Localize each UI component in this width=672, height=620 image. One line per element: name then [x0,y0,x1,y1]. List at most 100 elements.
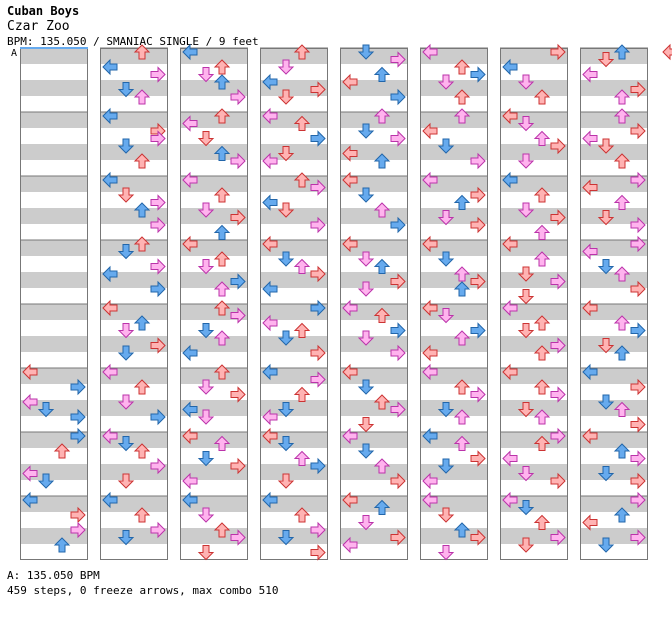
arrow-up-icon [213,522,231,538]
arrow-left-icon [182,115,198,132]
arrow-up-icon [213,59,231,75]
arrow-left-icon [262,194,278,211]
arrow-down-icon [277,251,295,267]
measure-stripe [180,144,248,160]
arrow-left-icon [102,265,118,283]
measure-stripe [260,144,328,160]
arrow-right-icon [550,43,566,61]
arrow-up-icon [213,300,231,316]
arrow-up-icon [133,507,151,523]
arrow-left-icon [502,450,518,467]
arrow-down-icon [517,74,535,90]
arrow-left-icon [182,472,198,490]
arrow-down-icon [117,138,135,154]
arrow-right-icon [70,378,86,396]
arrow-up-icon [453,59,471,75]
arrow-up-icon [213,108,231,124]
arrow-down-icon [357,44,375,60]
arrow-up-icon [533,251,551,267]
arrow-down-icon [517,537,535,553]
arrow-down-icon [517,153,535,169]
arrow-up-icon [373,258,391,274]
arrow-right-icon [390,344,406,362]
arrow-down-icon [597,537,615,553]
arrow-left-icon [262,235,278,253]
arrow-down-icon [197,67,215,83]
measure-stripe [580,208,648,224]
measure-stripe [20,112,88,128]
arrow-down-icon [117,187,135,203]
arrow-left-icon [422,491,438,509]
arrow-right-icon [310,521,326,539]
measure-stripe [180,80,248,96]
arrow-down-icon [117,394,135,410]
arrow-down-icon [37,402,55,418]
arrow-down-icon [197,451,215,467]
measure-stripe [20,176,88,192]
arrow-up-icon [453,266,471,282]
arrow-left-icon [262,491,278,509]
measure-stripe [580,144,648,160]
arrow-up-icon [213,145,231,161]
arrow-left-icon [182,401,198,418]
arrow-up-icon [293,44,311,60]
arrow-right-icon [150,280,166,298]
arrow-up-icon [293,450,311,466]
arrow-left-icon [182,43,198,61]
arrow-up-icon [133,202,151,218]
arrow-left-icon [582,66,598,83]
arrow-left-icon [582,363,598,381]
arrow-left-icon [422,472,438,490]
arrow-left-icon [582,179,598,196]
arrow-right-icon [470,386,486,403]
arrow-right-icon [630,322,646,339]
arrow-down-icon [357,515,375,531]
arrow-down-icon [517,500,535,516]
column-border [420,48,488,560]
measure-stripe [580,336,648,352]
arrow-down-icon [437,507,455,523]
arrow-left-icon [182,235,198,253]
arrow-right-icon [70,521,86,539]
arrow-up-icon [373,307,391,323]
arrow-right-icon [310,179,326,196]
arrow-right-icon [230,209,246,226]
measure-stripe [500,464,568,480]
measure-stripe [260,336,328,352]
arrow-right-icon [550,386,566,403]
arrow-left-icon [342,145,358,162]
arrow-down-icon [197,202,215,218]
arrow-up-icon [213,224,231,240]
arrow-up-icon [613,315,631,331]
arrow-up-icon [133,315,151,331]
arrow-up-icon [613,443,631,459]
arrow-right-icon [630,81,646,98]
measure-stripe [260,400,328,416]
arrow-right-icon [150,130,166,147]
arrow-up-icon [613,89,631,105]
arrow-up-icon [613,507,631,523]
arrow-up-icon [453,194,471,210]
arrow-left-icon [182,171,198,189]
measure-stripe [20,208,88,224]
arrow-right-icon [550,337,566,354]
arrow-left-icon [262,107,278,125]
arrow-right-icon [550,472,566,490]
arrow-down-icon [117,530,135,546]
arrow-down-icon [277,402,295,418]
bpm-legend: A: 135.050 BPM [7,569,100,582]
arrow-up-icon [133,236,151,252]
measure-stripe [420,208,488,224]
arrow-down-icon [437,251,455,267]
arrow-up-icon [373,202,391,218]
arrow-right-icon [470,529,486,546]
arrow-right-icon [630,450,646,467]
arrow-up-icon [213,330,231,346]
arrow-right-icon [310,81,326,98]
arrow-left-icon [422,171,438,189]
arrow-left-icon [422,427,438,445]
artist-name: Cuban Boys [7,4,80,18]
measure-stripe [420,464,488,480]
chart-info: BPM: 135.050 / SMANIAC SINGLE / 9 feet [7,35,259,48]
measure-stripe [340,208,408,224]
